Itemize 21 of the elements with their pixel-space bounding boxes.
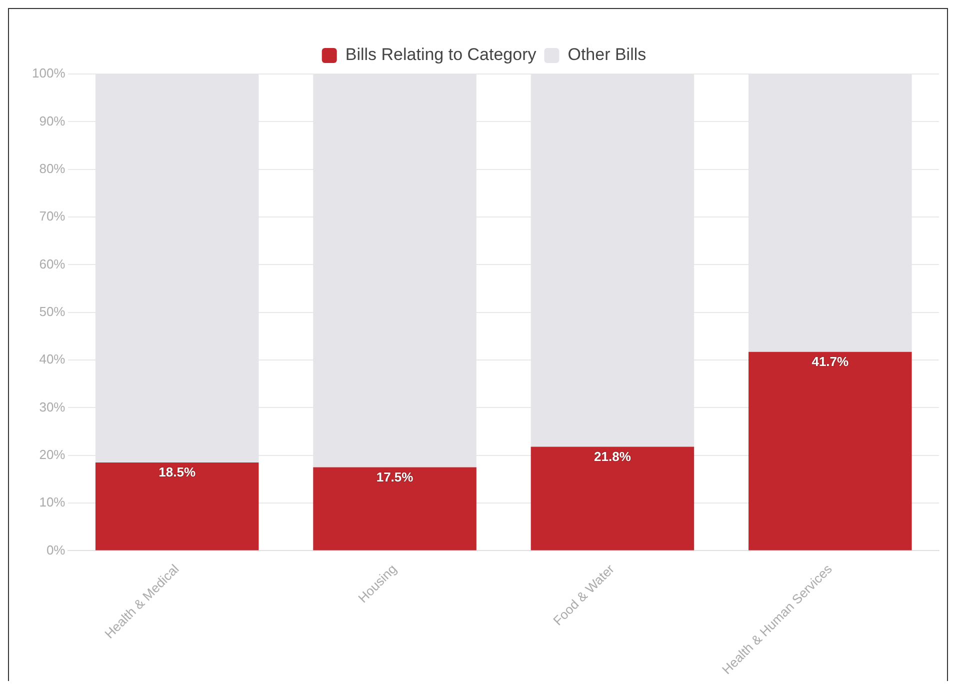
y-tick-label: 30% (39, 399, 66, 414)
y-tick-label: 60% (39, 256, 66, 272)
y-tick-label: 90% (39, 113, 66, 128)
y-tick-label: 40% (39, 352, 66, 367)
bar (530, 446, 694, 550)
data-label: 41.7% (812, 354, 850, 370)
bar (313, 467, 476, 550)
y-tick-label: 80% (39, 160, 66, 176)
data-label: 17.5% (376, 469, 414, 484)
bar (95, 462, 259, 550)
y-tick-label: 70% (39, 208, 66, 224)
y-tick-label: 10% (39, 494, 66, 510)
legend-label: Bills Relating to Category (345, 45, 537, 64)
bar (748, 352, 912, 550)
y-tick-label: 20% (39, 446, 66, 462)
y-tick-label: 100% (32, 66, 66, 81)
data-label: 21.8% (594, 448, 632, 464)
legend-label: Other Bills (568, 45, 646, 64)
y-tick-label: 50% (39, 304, 66, 319)
data-label: 18.5% (158, 464, 196, 480)
y-tick-label: 0% (46, 542, 66, 558)
